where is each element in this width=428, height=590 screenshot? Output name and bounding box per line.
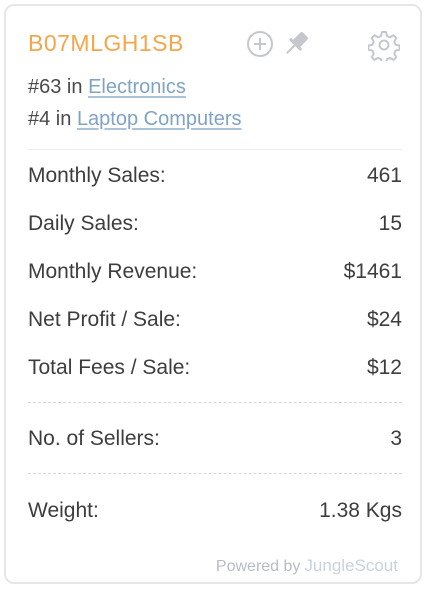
category-link-electronics[interactable]: Electronics: [88, 76, 186, 98]
powered-by-text: Powered by: [215, 558, 301, 575]
dotted-divider: [28, 473, 402, 474]
pin-icon[interactable]: [280, 28, 312, 60]
rank-laptop-computers: #4 in Laptop Computers: [28, 108, 241, 131]
stat-label: Monthly Revenue:: [28, 260, 198, 283]
junglescout-logo[interactable]: JungleScout: [304, 556, 398, 575]
stat-value: 3: [390, 427, 402, 450]
stat-daily-sales: Daily Sales: 15: [28, 212, 402, 242]
plus-circle-icon[interactable]: [246, 30, 274, 58]
stat-label: Net Profit / Sale:: [28, 308, 181, 331]
stat-label: Daily Sales:: [28, 212, 139, 235]
rank-electronics: #63 in Electronics: [28, 76, 186, 99]
stat-value: 461: [366, 164, 402, 187]
stat-label: Monthly Sales:: [28, 164, 166, 187]
stat-value: $12: [366, 356, 402, 379]
dotted-divider: [28, 402, 402, 403]
stat-total-fees-per-sale: Total Fees / Sale: $12: [28, 356, 402, 386]
rank-prefix: #63 in: [28, 76, 83, 98]
stat-label: Weight:: [28, 499, 99, 522]
stat-monthly-sales: Monthly Sales: 461: [28, 164, 402, 194]
category-link-laptop-computers[interactable]: Laptop Computers: [76, 108, 242, 130]
gear-icon[interactable]: [367, 29, 401, 65]
stat-label: Total Fees / Sale:: [28, 356, 191, 379]
product-card: B07MLGH1SB: [4, 4, 422, 584]
stat-value: 15: [378, 212, 402, 235]
section-divider: [28, 149, 402, 150]
powered-by-footer: Powered by JungleScout: [216, 556, 398, 576]
stat-label: No. of Sellers:: [28, 427, 160, 450]
stat-value: $24: [366, 308, 402, 331]
stat-net-profit-per-sale: Net Profit / Sale: $24: [28, 308, 402, 338]
rank-prefix: #4 in: [28, 108, 72, 130]
stat-weight: Weight: 1.38 Kgs: [28, 499, 402, 529]
stat-monthly-revenue: Monthly Revenue: $1461: [28, 260, 402, 290]
asin-link[interactable]: B07MLGH1SB: [28, 30, 184, 56]
stat-value: 1.38 Kgs: [319, 499, 402, 522]
stat-value: $1461: [343, 260, 402, 283]
card-header: B07MLGH1SB: [28, 28, 408, 65]
stat-number-of-sellers: No. of Sellers: 3: [28, 427, 402, 457]
